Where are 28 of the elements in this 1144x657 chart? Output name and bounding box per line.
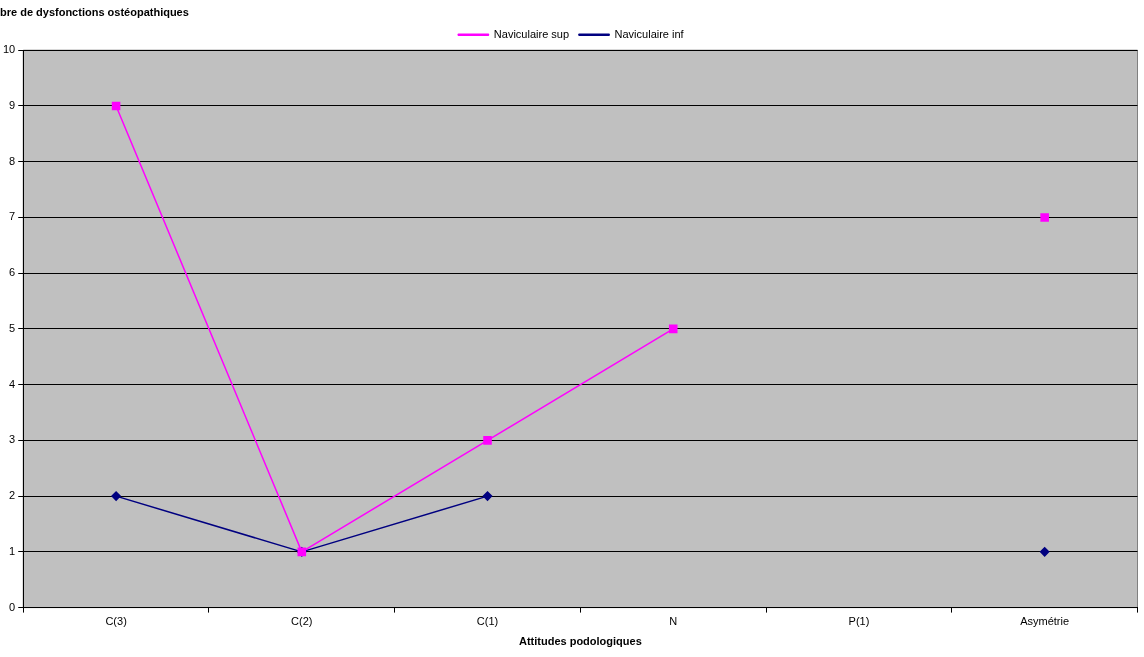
x-axis-title: Attitudes podologiques (518, 635, 642, 648)
x-tick-label: C(1) (476, 615, 499, 628)
x-tick-label: N (669, 615, 678, 628)
x-tick-label: Asymétrie (1020, 615, 1070, 628)
y-tick-label: 8 (9, 154, 16, 167)
chart-title: bre de dysfonctions ostéopathiques (0, 5, 189, 18)
legend-label: Naviculaire inf (614, 27, 685, 40)
y-tick-label: 6 (9, 266, 16, 279)
y-tick-label: 9 (9, 98, 16, 111)
point (1039, 547, 1050, 557)
y-tick-label: 7 (9, 210, 16, 223)
point (1040, 213, 1049, 222)
y-tick-label: 10 (2, 43, 16, 56)
y-tick-label: 2 (9, 489, 16, 502)
x-tick-label: C(2) (291, 615, 313, 628)
y-tick-label: 3 (9, 433, 16, 446)
point (111, 101, 121, 111)
point (668, 324, 678, 334)
x-tick-label: C(3) (105, 615, 127, 628)
point (483, 436, 492, 445)
y-tick-label: 0 (9, 600, 16, 613)
y-tick-label: 4 (9, 377, 16, 390)
point (482, 491, 493, 501)
y-tick-label: 1 (9, 544, 16, 557)
x-tick-label: P(1) (848, 615, 870, 628)
point (111, 491, 121, 501)
legend-label: Naviculaire sup (493, 27, 570, 40)
y-tick-label: 5 (9, 321, 16, 334)
